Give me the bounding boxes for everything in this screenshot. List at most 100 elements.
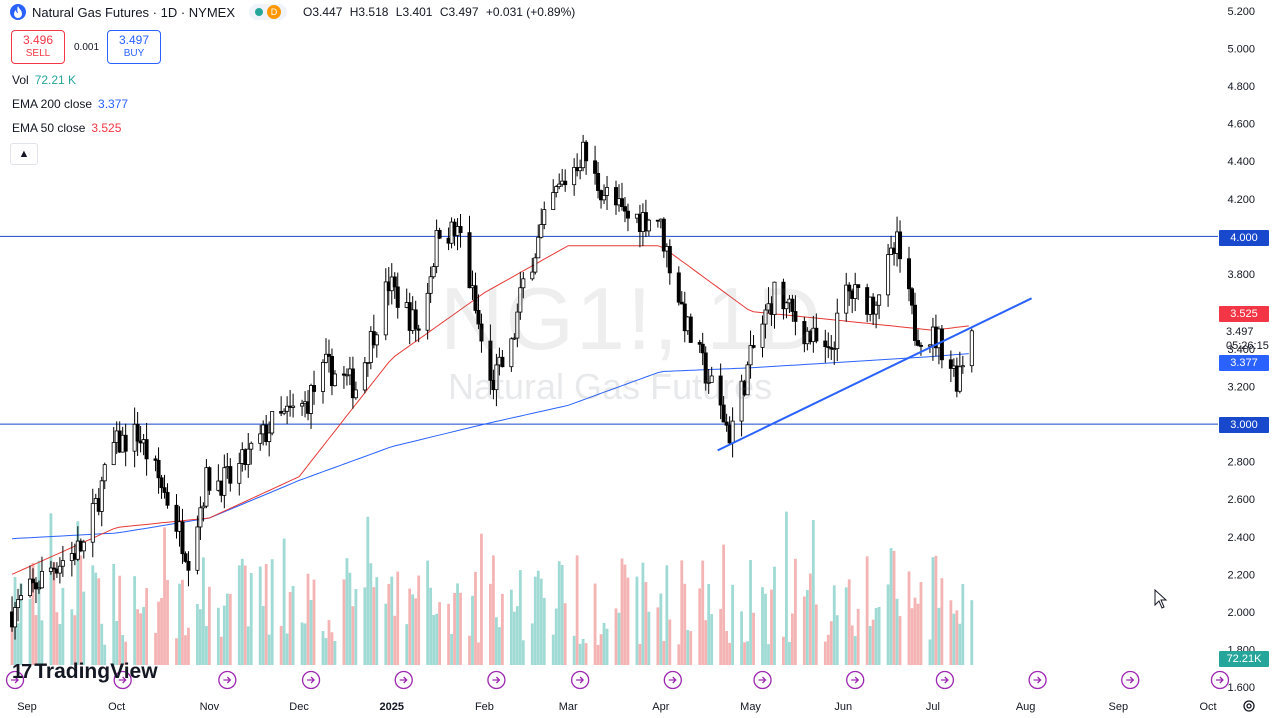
candle-body bbox=[790, 298, 795, 312]
market-status[interactable]: D bbox=[249, 4, 287, 20]
candle-body bbox=[533, 257, 538, 273]
buy-button[interactable]: 3.497 BUY bbox=[107, 30, 161, 64]
candle-body bbox=[467, 232, 472, 289]
volume-bar bbox=[405, 624, 409, 665]
volume-bar bbox=[160, 598, 163, 665]
collapse-legend-button[interactable]: ▲ bbox=[10, 143, 38, 165]
volume-bar bbox=[551, 634, 555, 665]
volume-bar bbox=[207, 586, 211, 665]
volume-bar bbox=[112, 563, 116, 665]
candle-body bbox=[688, 316, 693, 343]
volume-bar bbox=[387, 583, 391, 665]
y-tick-label: 2.800 bbox=[1227, 457, 1255, 469]
volume-bar bbox=[285, 633, 289, 665]
candle-body bbox=[246, 448, 251, 465]
volume-bar bbox=[196, 603, 199, 665]
volume-bar bbox=[599, 634, 603, 665]
arrow-right-icon bbox=[307, 676, 315, 684]
volume-bar bbox=[49, 513, 53, 665]
volume-bar bbox=[829, 621, 833, 665]
volume-bar bbox=[100, 623, 104, 665]
volume-bar bbox=[133, 576, 137, 665]
candle-body bbox=[57, 565, 62, 574]
volume-bar bbox=[369, 563, 373, 665]
candle-body bbox=[329, 356, 334, 387]
y-tick-label: 3.800 bbox=[1227, 269, 1255, 281]
arrow-right-icon bbox=[940, 676, 949, 684]
ema200-tag: 3.377 bbox=[1219, 355, 1269, 371]
candle-body bbox=[332, 373, 337, 387]
candle-body bbox=[350, 368, 355, 399]
logo-text: TradingView bbox=[34, 660, 158, 683]
candle-body bbox=[596, 172, 601, 191]
candle-body bbox=[249, 442, 254, 450]
candle-body bbox=[30, 578, 35, 584]
volume-bar bbox=[865, 556, 869, 665]
candle-body bbox=[99, 480, 104, 512]
ema200-line bbox=[12, 353, 969, 540]
arrow-right-icon bbox=[576, 676, 585, 684]
volume-bar bbox=[704, 620, 708, 665]
volume-bar bbox=[345, 558, 349, 665]
volume-bar bbox=[456, 583, 459, 665]
volume-bar bbox=[686, 630, 690, 665]
candle-body bbox=[781, 281, 786, 310]
tradingview-logo[interactable]: 17 TradingView bbox=[12, 660, 158, 684]
candle-body bbox=[392, 276, 397, 288]
candle-body bbox=[679, 301, 684, 305]
volume-bar bbox=[635, 576, 639, 665]
x-tick-label: Feb bbox=[475, 701, 494, 713]
candle-body bbox=[326, 353, 331, 357]
volume-bar bbox=[37, 560, 41, 665]
volume-bar bbox=[498, 627, 501, 665]
volume-bar bbox=[495, 617, 498, 665]
candle-body bbox=[784, 302, 789, 310]
candle-body bbox=[536, 236, 541, 259]
candle-body bbox=[898, 231, 903, 260]
candle-body bbox=[969, 330, 974, 367]
volume-bar bbox=[536, 570, 540, 665]
volume-bar bbox=[82, 591, 86, 665]
indicator-ema200[interactable]: EMA 200 close 3.377 bbox=[12, 97, 128, 111]
indicator-volume[interactable]: Vol 72.21 K bbox=[12, 73, 76, 87]
volume-bar bbox=[175, 638, 178, 665]
x-tick-label: Nov bbox=[200, 701, 220, 713]
x-tick-label: Aug bbox=[1016, 701, 1036, 713]
candle-body bbox=[500, 356, 505, 368]
volume-bar bbox=[805, 589, 809, 665]
candle-body bbox=[180, 521, 185, 555]
settings-gear-icon[interactable] bbox=[1242, 699, 1256, 718]
candle-body bbox=[13, 607, 18, 628]
candle-body bbox=[915, 340, 920, 346]
volume-bar bbox=[521, 640, 525, 665]
candle-body bbox=[706, 381, 711, 384]
volume-bar bbox=[707, 583, 711, 665]
volume-bar bbox=[958, 623, 962, 665]
candle-body bbox=[584, 141, 589, 162]
volume-bar bbox=[10, 626, 14, 665]
y-tick-label: 2.400 bbox=[1227, 532, 1255, 544]
candle-body bbox=[267, 432, 272, 442]
mouse-cursor-icon bbox=[1154, 588, 1168, 614]
candle-body bbox=[572, 167, 577, 186]
volume-bar bbox=[773, 566, 776, 665]
volume-bar bbox=[199, 609, 202, 665]
candle-body bbox=[832, 348, 837, 351]
indicator-ema50[interactable]: EMA 50 close 3.525 bbox=[12, 121, 121, 135]
candle-body bbox=[395, 286, 400, 308]
candle-body bbox=[383, 281, 388, 336]
candle-body bbox=[602, 195, 607, 201]
volume-bar bbox=[749, 559, 752, 665]
volume-bar bbox=[31, 562, 35, 665]
candle-body bbox=[344, 374, 349, 377]
volume-bar bbox=[626, 577, 630, 665]
arrow-right-icon bbox=[668, 676, 677, 684]
sell-button[interactable]: 3.496 SELL bbox=[11, 30, 65, 64]
candle-body bbox=[312, 385, 317, 392]
x-tick-label: Sep bbox=[1109, 701, 1129, 713]
candle-body bbox=[751, 345, 756, 348]
indicator-value: 3.525 bbox=[91, 121, 122, 135]
volume-bar bbox=[489, 583, 492, 665]
symbol-title[interactable]: Natural Gas Futures · 1D · NYMEX bbox=[32, 4, 235, 20]
